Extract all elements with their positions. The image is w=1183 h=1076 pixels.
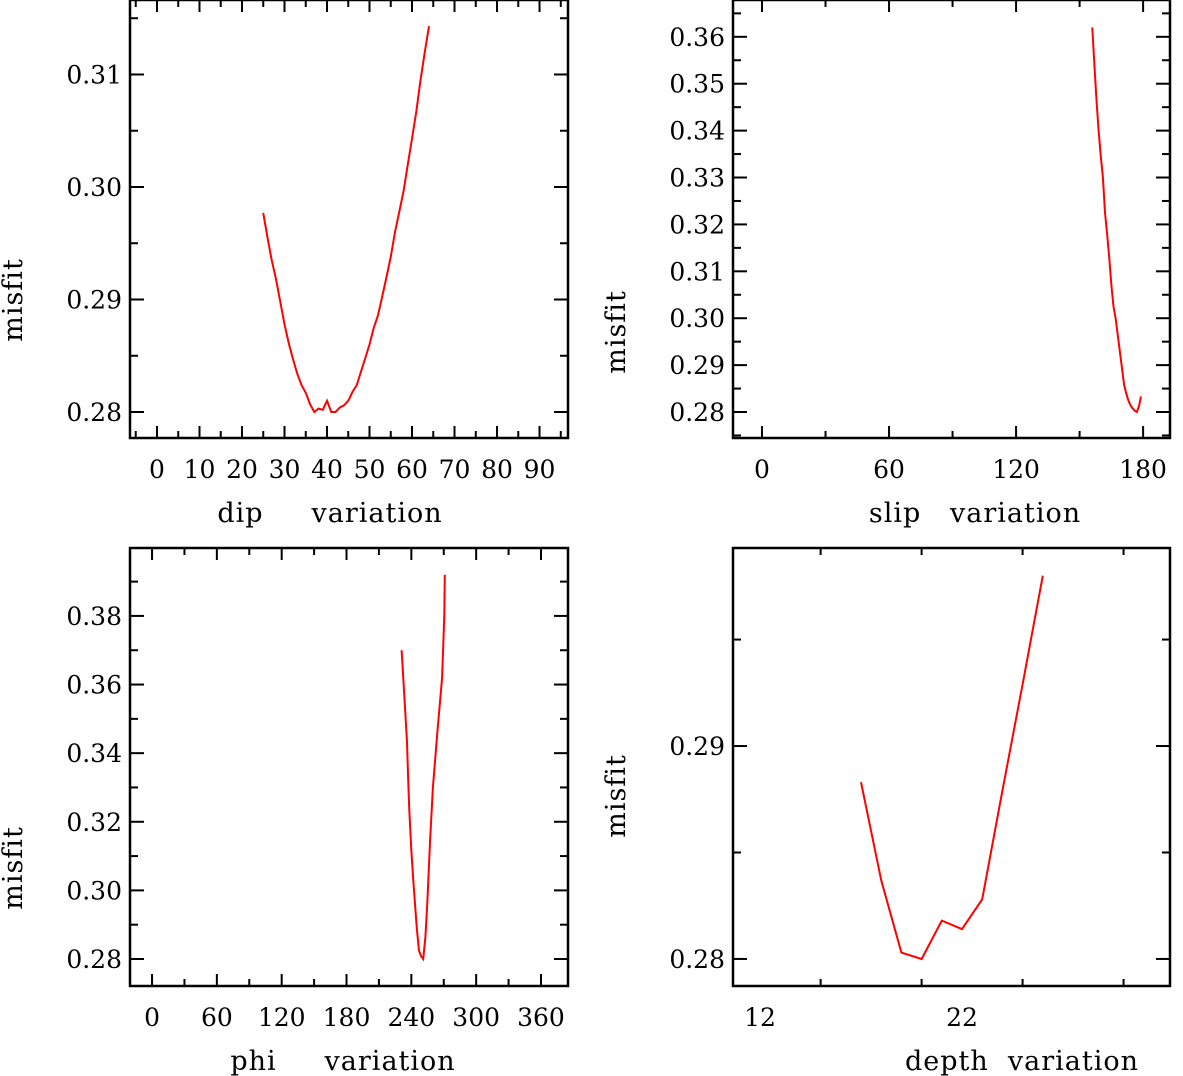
- panel-dip: dip variation misfit 0 10 20 30 40 50 60 70 80 90…: [0, 0, 570, 529]
- y-axis-label: misfit: [0, 826, 29, 910]
- x-tick-label: 60: [396, 455, 428, 484]
- x-tick-label: 120: [258, 1003, 306, 1032]
- y-tick-label: 0.29: [669, 732, 725, 761]
- y-axis-label: misfit: [0, 258, 29, 342]
- x-tick-label: 60: [201, 1003, 233, 1032]
- y-tick-label: 0.34: [669, 117, 725, 146]
- y-tick-label: 0.36: [669, 23, 725, 52]
- y-tick-label: 0.34: [66, 739, 122, 768]
- series-line-phi: [400, 574, 446, 962]
- y-tick-label: 0.30: [66, 173, 122, 202]
- x-tick-label: 0: [144, 1003, 160, 1032]
- y-tick-label: 0.29: [669, 351, 725, 380]
- x-tick-label: 120: [992, 455, 1040, 484]
- y-axis-label: misfit: [601, 290, 632, 374]
- y-tick-label: 0.32: [66, 808, 122, 837]
- plot-frame: [128, 546, 570, 988]
- series-line-slip: [1091, 27, 1142, 414]
- x-tick-label: 10: [184, 455, 216, 484]
- y-tick-label: 0.31: [66, 60, 122, 89]
- y-tick-label: 0.38: [66, 602, 122, 631]
- x-tick-label: 70: [439, 455, 471, 484]
- y-tick-label: 0.35: [669, 70, 725, 99]
- y-tick-label: 0.28: [66, 398, 122, 427]
- panel-depth: depth variation misfit 12 22 0.28 0.29: [601, 546, 1172, 1076]
- y-tick-label: 0.31: [669, 257, 725, 286]
- y-tick-label: 0.28: [66, 945, 122, 974]
- plot-frame: [731, 0, 1172, 440]
- y-tick-label: 0.36: [66, 671, 122, 700]
- x-tick-label: 240: [387, 1003, 435, 1032]
- series-line-dip: [262, 25, 430, 414]
- x-tick-label: 300: [452, 1003, 500, 1032]
- y-axis-label: misfit: [601, 754, 632, 838]
- plot-frame: [731, 546, 1172, 988]
- panel-phi: phi variation misfit 0 60 120 180 240 300 360 0…: [0, 546, 570, 1076]
- x-axis-label: phi variation: [230, 1046, 455, 1076]
- panel-slip: slip variation misfit 0 60 120 180 0.28 0.29 0…: [601, 0, 1172, 529]
- x-tick-label: 0: [149, 455, 165, 484]
- y-tick-label: 0.33: [669, 164, 725, 193]
- x-tick-label: 90: [524, 455, 556, 484]
- x-tick-label: 22: [946, 1003, 978, 1032]
- y-tick-label: 0.30: [669, 304, 725, 333]
- x-tick-label: 60: [873, 455, 905, 484]
- x-axis-label: depth variation: [905, 1046, 1139, 1076]
- x-tick-label: 12: [744, 1003, 776, 1032]
- y-tick-label: 0.32: [669, 210, 725, 239]
- x-tick-label: 0: [754, 455, 770, 484]
- x-tick-label: 30: [269, 455, 301, 484]
- y-tick-label: 0.29: [66, 286, 122, 315]
- y-tick-label: 0.30: [66, 876, 122, 905]
- x-tick-label: 360: [517, 1003, 565, 1032]
- x-tick-label: 180: [323, 1003, 371, 1032]
- x-axis-label: dip variation: [217, 498, 442, 529]
- x-tick-label: 80: [481, 455, 513, 484]
- y-tick-label: 0.28: [669, 398, 725, 427]
- x-axis-label: slip variation: [869, 498, 1081, 529]
- plot-frame: [128, 0, 570, 440]
- x-tick-label: 50: [354, 455, 386, 484]
- y-tick-label: 0.28: [669, 945, 725, 974]
- x-tick-label: 180: [1119, 455, 1167, 484]
- series-line-depth: [860, 575, 1044, 961]
- x-tick-label: 40: [311, 455, 343, 484]
- x-tick-label: 20: [226, 455, 258, 484]
